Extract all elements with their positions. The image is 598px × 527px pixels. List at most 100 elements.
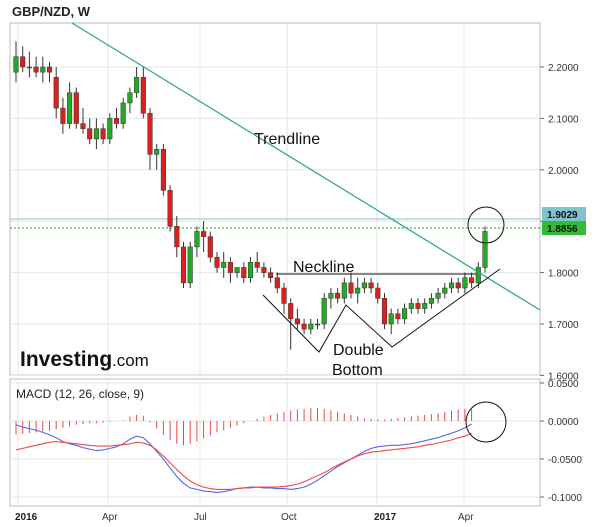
candle-body	[462, 277, 468, 289]
candle-body	[335, 292, 341, 299]
candle-body	[241, 267, 247, 278]
signal-line	[15, 432, 472, 490]
candle-body	[93, 128, 99, 140]
candle-body	[60, 107, 66, 124]
svg-text:1.8856: 1.8856	[547, 224, 578, 235]
candle-body	[46, 66, 53, 73]
candle-body	[120, 102, 126, 124]
candle-body	[174, 226, 180, 248]
candle-body	[348, 282, 354, 294]
candle-body	[13, 56, 19, 73]
macd-tick-label: 0.0000	[548, 417, 579, 428]
candle-body	[127, 92, 133, 104]
candle-body	[381, 298, 388, 325]
candles	[13, 41, 488, 350]
price-badge-1: 1.9029	[542, 207, 586, 221]
price-tick-label: 2.2000	[548, 63, 579, 74]
candle-body	[435, 292, 441, 299]
candle-body	[294, 318, 300, 325]
candle-body	[469, 277, 475, 284]
candle-body	[281, 287, 287, 304]
x-tick-label: Apr	[458, 512, 474, 523]
candle-body	[388, 313, 394, 325]
candle-body	[53, 77, 59, 109]
macd-tick-label: -0.1000	[548, 493, 582, 504]
macd-y-axis: 0.0500 0.0000 -0.0500 -0.1000	[540, 379, 582, 504]
candle-body	[80, 123, 86, 129]
candle-body	[147, 113, 153, 155]
candle-body	[395, 313, 401, 320]
candle-body	[455, 282, 461, 289]
price-tick-label: 2.1000	[548, 114, 579, 125]
candle-body	[482, 231, 488, 268]
candle-body	[221, 262, 227, 268]
candle-body	[261, 267, 267, 273]
candle-body	[328, 292, 334, 299]
chart-title: GBP/NZD, W	[12, 4, 91, 19]
candle-body	[368, 282, 374, 289]
candle-body	[194, 231, 200, 248]
trendline	[71, 22, 541, 311]
x-axis: 2016 Apr Jul Oct 2017 Apr	[15, 512, 474, 523]
price-tick-label: 2.0000	[548, 166, 579, 177]
highlight-circle-macd	[465, 401, 507, 443]
candle-body	[301, 323, 307, 330]
candle-body	[274, 277, 280, 289]
candle-body	[87, 128, 93, 140]
candle-body	[375, 287, 381, 299]
investing-logo: Investing .com	[20, 348, 149, 371]
candle-body	[154, 148, 160, 155]
candle-body	[408, 303, 414, 309]
x-tick-label: Apr	[102, 512, 118, 523]
candle-body	[428, 298, 434, 304]
candle-body	[73, 92, 79, 124]
price-tick-label: 1.7000	[548, 320, 579, 331]
candle-body	[355, 287, 361, 294]
candle-body	[26, 66, 32, 69]
candle-body	[140, 77, 146, 114]
candle-body	[415, 303, 421, 309]
candle-body	[20, 56, 26, 68]
candle-body	[268, 272, 274, 278]
candle-body	[134, 77, 140, 93]
double-bottom-pattern	[262, 268, 501, 353]
candle-body	[33, 66, 39, 73]
candle-body	[180, 246, 187, 284]
macd-tick-label: 0.0500	[548, 379, 579, 390]
candle-body	[214, 256, 220, 268]
candle-body	[100, 128, 106, 140]
logo-main-text: Investing	[20, 348, 112, 371]
price-panel-frame	[9, 22, 541, 376]
price-grid	[10, 23, 540, 376]
candle-body	[207, 236, 213, 258]
double-bottom-label-1: Double	[333, 342, 384, 359]
candle-body	[341, 282, 347, 299]
macd-panel-frame	[9, 378, 541, 507]
candle-body	[40, 66, 46, 73]
candle-body	[321, 298, 327, 325]
candle-body	[314, 323, 321, 326]
price-tick-label: 1.8000	[548, 269, 579, 280]
macd-tick-label: -0.0500	[548, 455, 582, 466]
candle-body	[107, 118, 113, 140]
candle-body	[167, 190, 173, 227]
candle-body	[113, 118, 120, 124]
neckline-label: Neckline	[293, 259, 354, 276]
x-tick-label: Jul	[194, 512, 207, 523]
candle-body	[227, 262, 233, 273]
x-tick-label: 2016	[15, 512, 38, 523]
trendline-label: Trendline	[254, 131, 320, 148]
macd-title: MACD (12, 26, close, 9)	[16, 387, 144, 401]
candle-body	[67, 92, 73, 124]
candle-body	[422, 303, 428, 309]
candle-body	[308, 323, 314, 330]
candle-body	[288, 303, 294, 320]
candle-body	[254, 262, 260, 268]
highlight-circle-price	[467, 206, 505, 244]
x-tick-label: 2017	[374, 512, 397, 523]
candle-body	[234, 267, 240, 273]
candle-body	[201, 231, 207, 237]
double-bottom-label-2: Bottom	[332, 362, 383, 379]
price-badge-2: 1.8856	[542, 221, 586, 235]
